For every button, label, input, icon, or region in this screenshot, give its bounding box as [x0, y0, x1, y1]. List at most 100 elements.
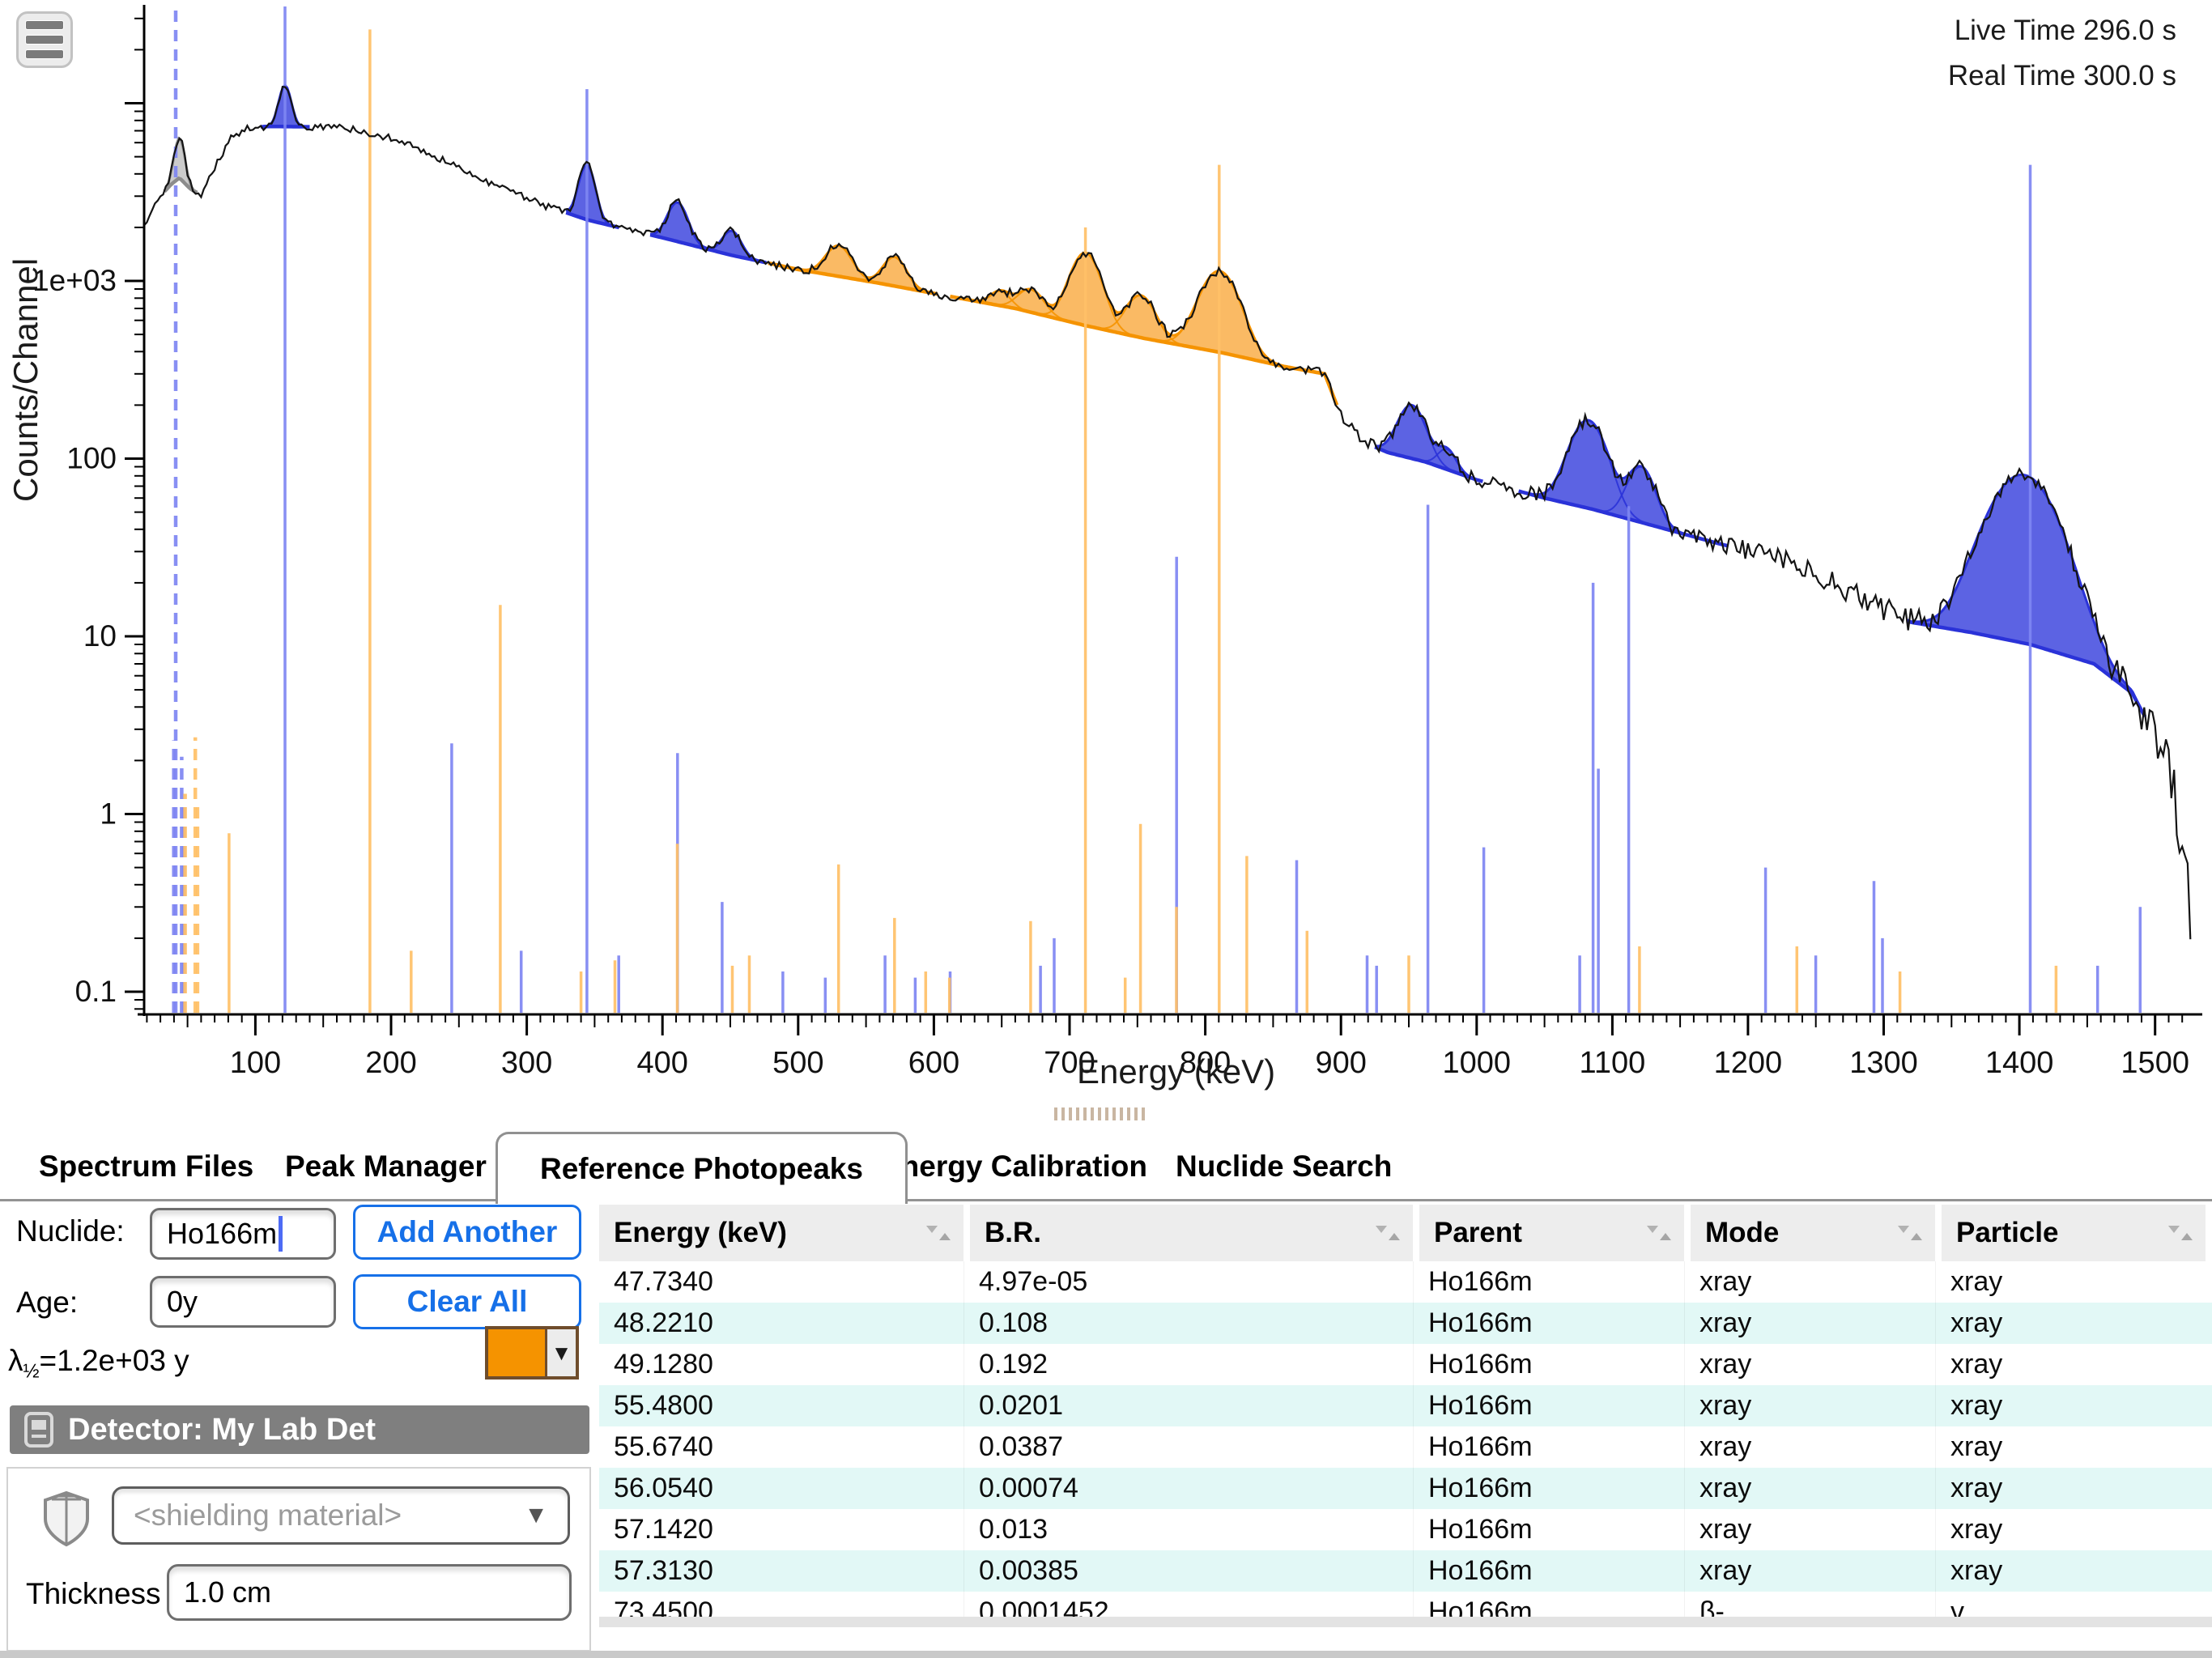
tool-tabbar: Spectrum Files Peak Manager Reference Phot…: [0, 1132, 2212, 1204]
table-cell: xray: [1684, 1344, 1935, 1385]
color-swatch[interactable]: [488, 1329, 545, 1376]
svg-text:1000: 1000: [1443, 1046, 1512, 1080]
table-row[interactable]: 48.2210 0.108 Ho166m xray xray: [599, 1303, 2212, 1344]
shielding-panel: <shielding material> ▼ Thickness 1.0 cm: [6, 1467, 591, 1652]
svg-text:1100: 1100: [1580, 1046, 1646, 1080]
svg-text:1500: 1500: [2121, 1046, 2189, 1080]
menu-bar: [25, 35, 64, 45]
tab-peak-manager[interactable]: Peak Manager: [285, 1150, 487, 1183]
tab-nuclide-search[interactable]: Nuclide Search: [1176, 1150, 1393, 1183]
table-cell: 0.00385: [963, 1550, 1413, 1592]
table-cell: Ho166m: [1413, 1385, 1684, 1426]
age-label: Age:: [16, 1286, 79, 1319]
table-cell: Ho166m: [1413, 1344, 1684, 1385]
svg-text:800: 800: [1180, 1046, 1231, 1080]
spectrum-svg[interactable]: 1e+03 100 10 1 0.1 100 200 300 400 500 600 700 800 90…: [0, 0, 2212, 1130]
column-header-energy-kev-[interactable]: Energy (keV): [599, 1205, 963, 1261]
spectrum-chart[interactable]: 1e+03 100 10 1 0.1 100 200 300 400 500 600 700 800 90…: [0, 0, 2212, 1130]
table-cell: 49.1280: [614, 1349, 713, 1380]
tab-reference-photopeaks[interactable]: Reference Photopeaks: [496, 1132, 908, 1204]
table-row[interactable]: 56.0540 0.00074 Ho166m xray xray: [599, 1468, 2212, 1509]
table-header-row: Energy (keV) B.R. Parent Mode Particle: [599, 1205, 2212, 1261]
nuclide-value: Ho166m: [167, 1217, 278, 1250]
nuclide-label: Nuclide:: [16, 1214, 125, 1248]
tab-spectrum-files[interactable]: Spectrum Files: [39, 1150, 254, 1183]
table-cell: Ho166m: [1413, 1468, 1684, 1509]
svg-text:0.1: 0.1: [75, 975, 117, 1008]
table-row[interactable]: 47.7340 4.97e-05 Ho166m xray xray: [599, 1261, 2212, 1303]
table-row[interactable]: 49.1280 0.192 Ho166m xray xray: [599, 1344, 2212, 1385]
table-row[interactable]: 57.1420 0.013 Ho166m xray xray: [599, 1509, 2212, 1550]
table-cell: xray: [1684, 1426, 1935, 1468]
table-cell: xray: [1935, 1426, 2206, 1468]
clear-all-button[interactable]: Clear All: [353, 1274, 581, 1329]
column-header-parent[interactable]: Parent: [1419, 1205, 1684, 1261]
menu-bar: [25, 49, 64, 59]
nuclide-input[interactable]: Ho166m: [150, 1208, 336, 1260]
svg-text:1200: 1200: [1714, 1046, 1783, 1080]
table-cell: Ho166m: [1413, 1509, 1684, 1550]
tab-energy-calibration[interactable]: Energy Calibration: [881, 1150, 1147, 1183]
thickness-label: Thickness: [26, 1577, 161, 1610]
sort-icon[interactable]: [925, 1221, 952, 1245]
table-cell: 55.6740: [614, 1431, 713, 1462]
window-bottom-edge: [0, 1651, 2212, 1658]
shielding-placeholder: <shielding material>: [134, 1499, 402, 1532]
table-cell: Ho166m: [1413, 1550, 1684, 1592]
table-cell: 57.3130: [614, 1555, 713, 1586]
table-cell: 48.2210: [614, 1307, 713, 1338]
table-cell: Ho166m: [1413, 1261, 1684, 1303]
reference-color-picker[interactable]: ▼: [485, 1326, 579, 1380]
column-header-particle[interactable]: Particle: [1942, 1205, 2206, 1261]
table-row[interactable]: 55.4800 0.0201 Ho166m xray xray: [599, 1385, 2212, 1426]
table-cell: 47.7340: [614, 1266, 713, 1297]
column-header-mode[interactable]: Mode: [1691, 1205, 1935, 1261]
table-cell: 0.00074: [963, 1468, 1413, 1509]
table-cell: xray: [1684, 1303, 1935, 1344]
table-row[interactable]: 55.6740 0.0387 Ho166m xray xray: [599, 1426, 2212, 1468]
chevron-down-icon[interactable]: ▼: [545, 1329, 576, 1376]
table-cell: 57.1420: [614, 1514, 713, 1545]
table-cell: 0.108: [963, 1303, 1413, 1344]
sort-icon[interactable]: [1374, 1221, 1402, 1245]
menu-bar: [25, 20, 64, 30]
table-cell: xray: [1935, 1550, 2206, 1592]
svg-text:1e+03: 1e+03: [32, 264, 117, 297]
sort-icon[interactable]: [1896, 1221, 1924, 1245]
live-time-label: Live Time 296.0 s: [1954, 15, 2176, 46]
add-another-button[interactable]: Add Another: [353, 1205, 581, 1260]
chart-menu-icon[interactable]: [16, 11, 73, 68]
table-cell: xray: [1684, 1550, 1935, 1592]
table-horizontal-scrollbar[interactable]: [599, 1617, 2212, 1627]
sort-icon[interactable]: [2167, 1221, 2194, 1245]
thickness-input[interactable]: 1.0 cm: [167, 1564, 572, 1621]
chart-resize-grip[interactable]: [1054, 1107, 1145, 1120]
photopeak-table[interactable]: Energy (keV) B.R. Parent Mode Particle 47.73…: [599, 1205, 2212, 1626]
table-cell: xray: [1684, 1385, 1935, 1426]
svg-text:1: 1: [100, 797, 117, 831]
table-cell: xray: [1935, 1509, 2206, 1550]
column-header-b-r-[interactable]: B.R.: [970, 1205, 1413, 1261]
table-cell: xray: [1935, 1303, 2206, 1344]
svg-text:200: 200: [365, 1046, 416, 1080]
svg-text:700: 700: [1044, 1046, 1095, 1080]
age-value: 0y: [167, 1285, 198, 1318]
svg-text:400: 400: [636, 1046, 687, 1080]
table-row[interactable]: 57.3130 0.00385 Ho166m xray xray: [599, 1550, 2212, 1592]
table-cell: Ho166m: [1413, 1303, 1684, 1344]
y-axis-title: Counts/Channel: [6, 257, 45, 502]
age-input[interactable]: 0y: [150, 1276, 336, 1328]
table-cell: 56.0540: [614, 1473, 713, 1503]
x-axis-title: Energy (keV): [1077, 1052, 1276, 1090]
table-body[interactable]: 47.7340 4.97e-05 Ho166m xray xray 48.2210 0.10…: [599, 1261, 2212, 1626]
real-time-label: Real Time 300.0 s: [1947, 60, 2176, 91]
table-cell: xray: [1935, 1385, 2206, 1426]
half-life-text: λ½=1.2e+03 y: [8, 1344, 189, 1383]
svg-text:1300: 1300: [1849, 1046, 1918, 1080]
table-cell: xray: [1935, 1261, 2206, 1303]
detector-select-bar[interactable]: Detector: My Lab Det: [10, 1405, 589, 1454]
shielding-material-select[interactable]: <shielding material> ▼: [112, 1486, 570, 1545]
table-cell: 0.0201: [963, 1385, 1413, 1426]
sort-icon[interactable]: [1645, 1221, 1673, 1245]
